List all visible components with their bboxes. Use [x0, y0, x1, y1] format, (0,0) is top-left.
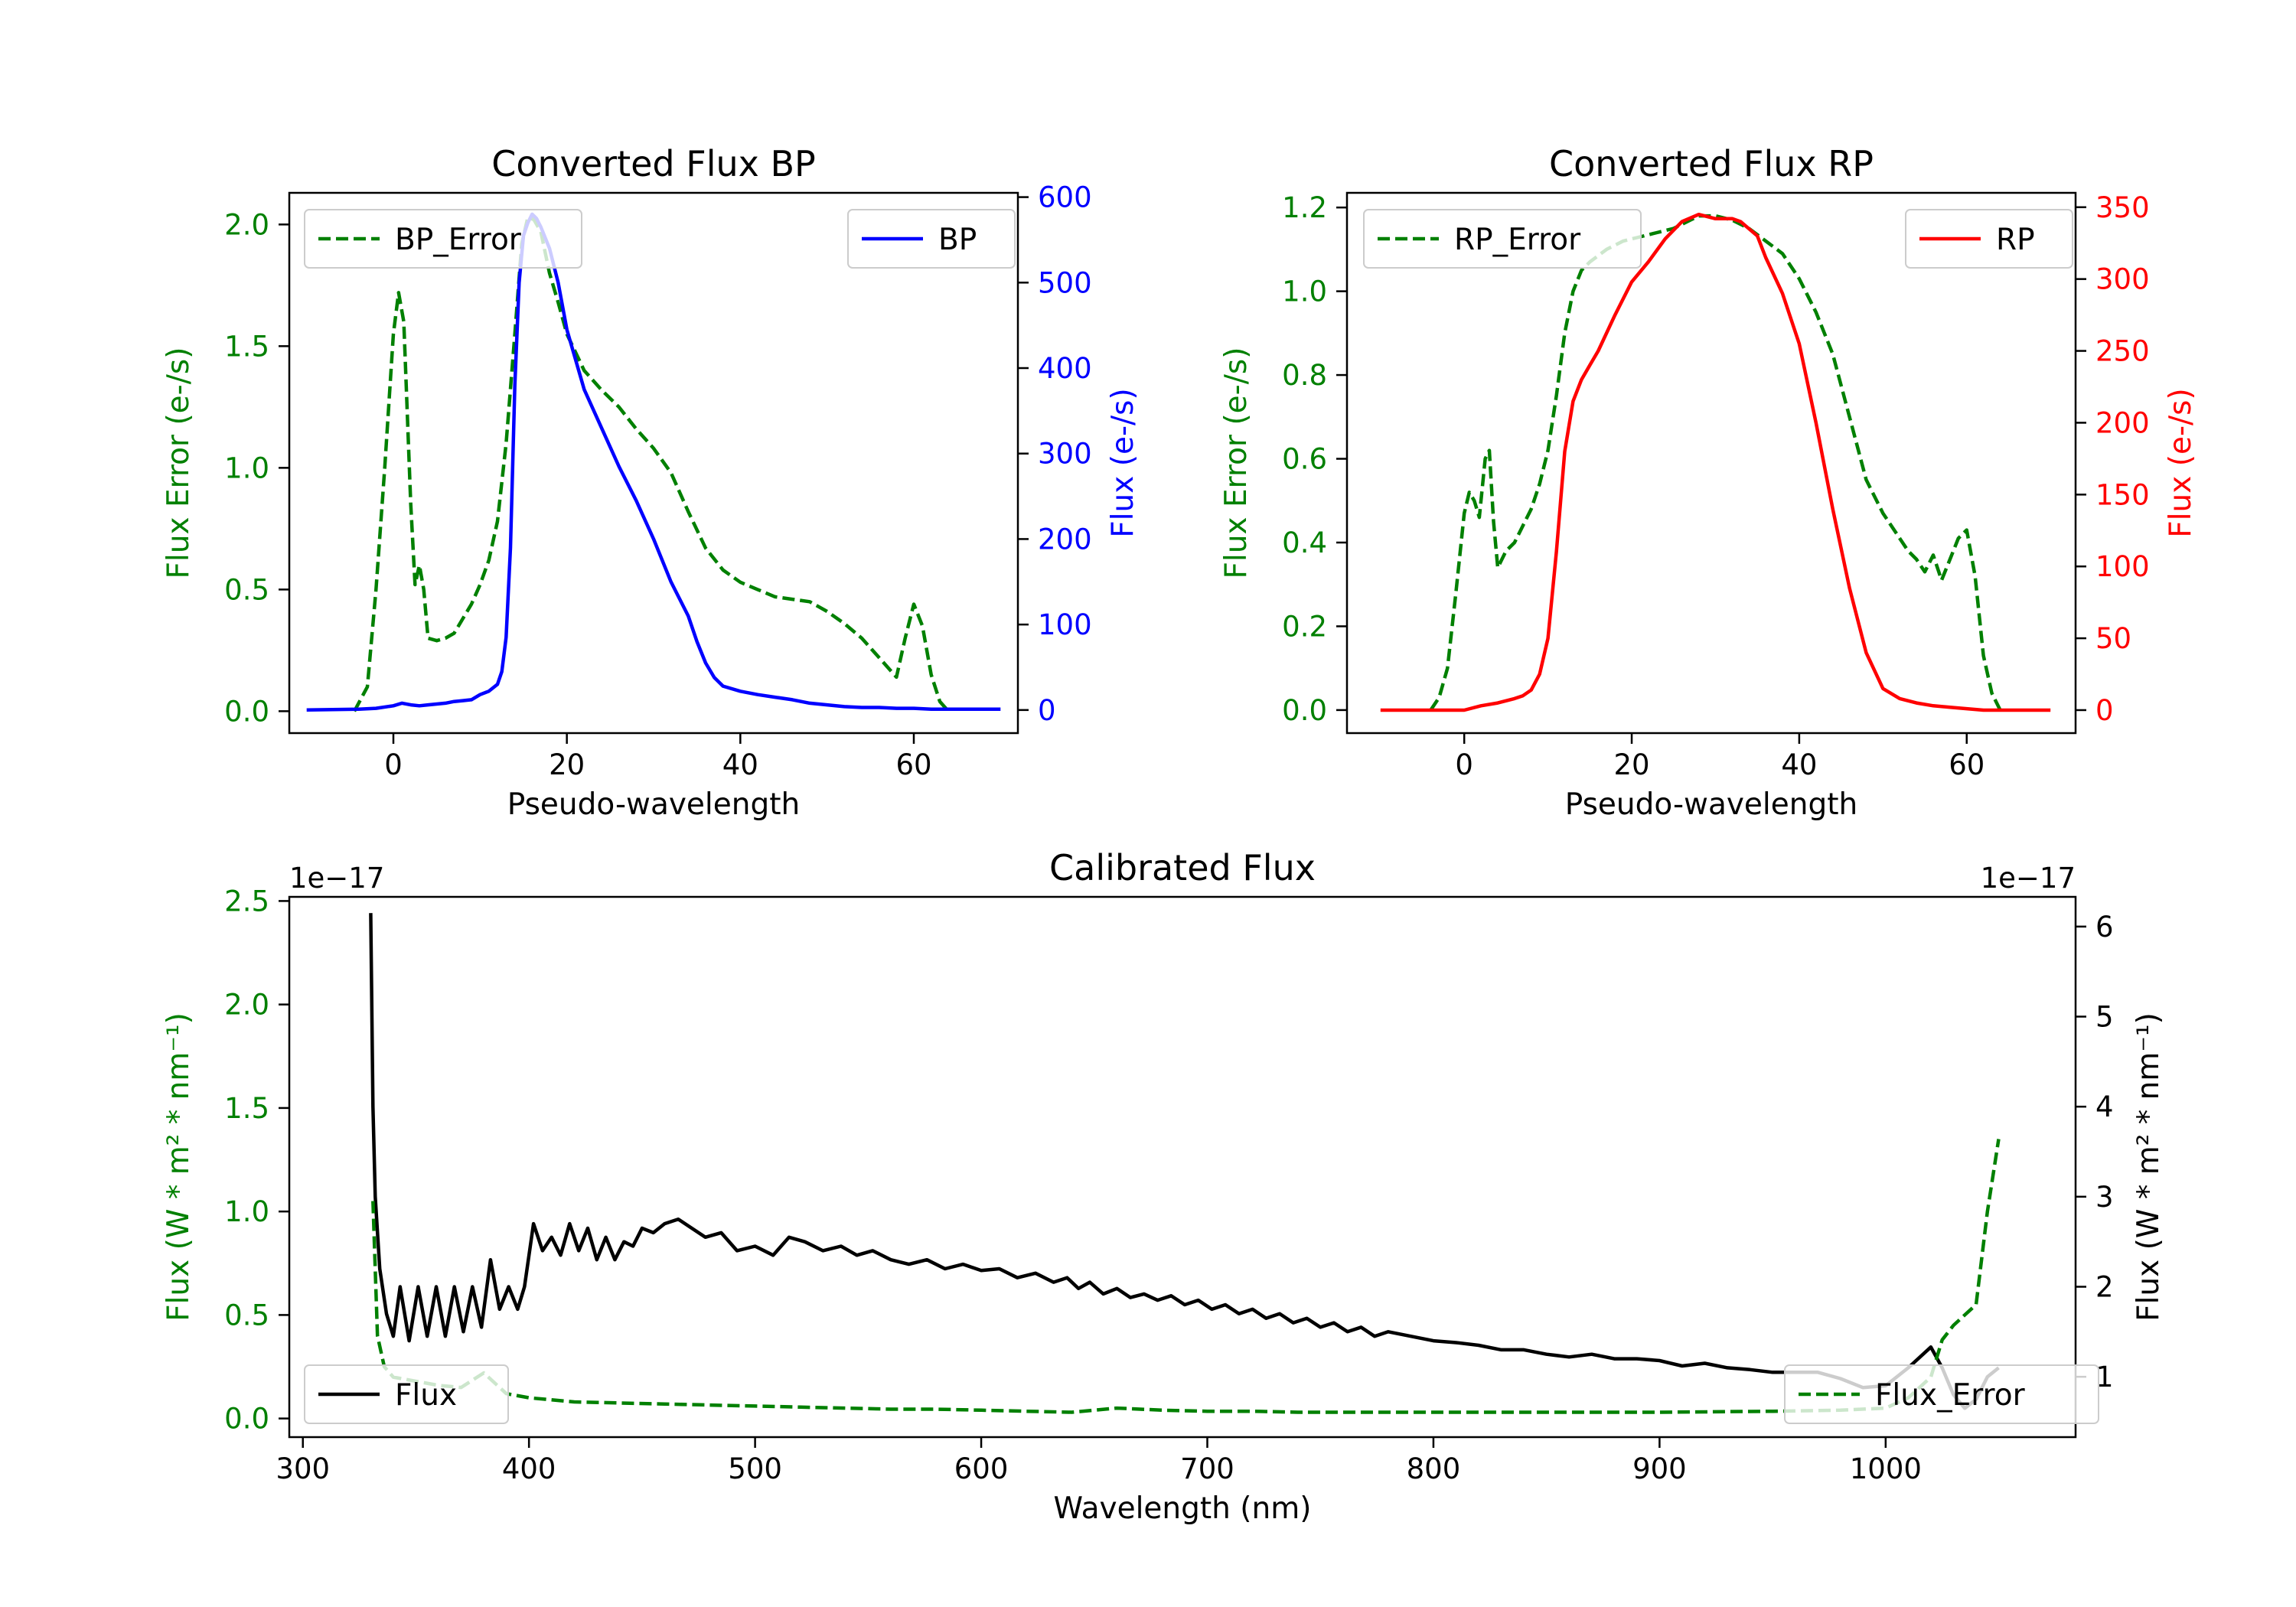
series-line-rp	[1380, 212, 2051, 712]
axes-frame-calibrated	[288, 895, 2077, 1439]
y-right-tick-label: 0	[2095, 694, 2114, 727]
y-right-tick-label: 200	[2095, 406, 2150, 439]
y-left-tick-label: 2.5	[224, 885, 269, 918]
y-right-axis-label: Flux (e-/s)	[2164, 388, 2198, 537]
y-left-tick-label: 0.5	[224, 573, 269, 606]
y-left-tick-label: 1.0	[224, 451, 269, 484]
legend-bp-flux-label: BP	[938, 223, 977, 257]
y-right-tick-label: 250	[2095, 335, 2150, 368]
y-right-tick-label: 5	[2095, 1000, 2114, 1033]
y-left-tick-label: 0.8	[1282, 359, 1327, 392]
legend-rp-error-label: RP_Error	[1454, 223, 1581, 257]
y-left-tick-label: 1.2	[1282, 191, 1327, 224]
legend-rp-error-box	[1363, 209, 1642, 269]
y-right-tick-label: 300	[2095, 263, 2150, 296]
y-left-tick-label: 0.4	[1282, 526, 1327, 559]
y-right-tick-label: 600	[1038, 181, 1092, 214]
legend-flux-error-box	[1784, 1364, 2099, 1424]
x-tick-label: 20	[549, 748, 585, 781]
x-tick-label: 300	[276, 1452, 330, 1485]
y-left-tick-label: 0.0	[1282, 694, 1327, 727]
x-tick-label: 800	[1407, 1452, 1461, 1485]
series-line-bp-error	[353, 215, 950, 712]
y-right-tick-label: 1	[2095, 1361, 2114, 1393]
x-axis-label: Wavelength (nm)	[1054, 1491, 1312, 1526]
y-right-tick-label: 200	[1038, 523, 1092, 556]
y-right-tick-label: 300	[1038, 438, 1092, 471]
y-right-tick-label: 2	[2095, 1270, 2114, 1303]
y-left-tick-label: 2.0	[224, 989, 269, 1022]
x-tick-label: 600	[954, 1452, 1009, 1485]
legend-flux-label: Flux	[395, 1378, 457, 1413]
x-tick-label: 0	[384, 748, 403, 781]
y-right-tick-label: 350	[2095, 191, 2150, 224]
x-tick-label: 60	[895, 748, 931, 781]
y-right-tick-label: 50	[2095, 622, 2131, 655]
subplot-calibrated: 300 400 500 600 700 800 900 1000 0.0 0.5 1.0 1.5 2.0…	[161, 847, 2166, 1526]
y-right-offset-text: 1e−17	[1981, 862, 2076, 895]
y-left-tick-label: 1.5	[224, 330, 269, 363]
legend-flux-box	[304, 1364, 509, 1424]
series-line-rp-error	[1429, 214, 2002, 712]
y-right-tick-label: 100	[2095, 550, 2150, 583]
x-tick-label: 1000	[1850, 1452, 1922, 1485]
axes-frame-bp	[288, 191, 1019, 735]
y-left-axis-label: Flux Error (e-/s)	[161, 347, 196, 579]
y-left-tick-label: 1.5	[224, 1092, 269, 1125]
y-left-tick-label: 0.2	[1282, 610, 1327, 643]
x-tick-label: 500	[728, 1452, 782, 1485]
y-right-tick-label: 4	[2095, 1090, 2114, 1123]
legend-flux-error-label: Flux_Error	[1875, 1378, 2026, 1413]
subplot-rp: 0 20 40 60 0.0 0.2 0.4 0.6 0.8 1.0 1.2 0 50 100 150 200…	[1219, 143, 2198, 822]
y-right-tick-label: 150	[2095, 478, 2150, 511]
x-tick-label: 60	[1949, 748, 1985, 781]
legend-rp-flux-label: RP	[1996, 223, 2035, 257]
y-right-tick-label: 100	[1038, 608, 1092, 641]
x-tick-label: 700	[1180, 1452, 1234, 1485]
y-left-axis-label: Flux Error (e-/s)	[1219, 347, 1254, 579]
y-left-offset-text: 1e−17	[289, 862, 384, 895]
y-right-tick-label: 0	[1038, 694, 1056, 727]
subplot-bp: 0 20 40 60 0.0 0.5 1.0 1.5 2.0 0 100 200 300 400 500 60…	[161, 143, 1140, 822]
x-tick-label: 400	[502, 1452, 556, 1485]
y-left-tick-label: 0.5	[224, 1299, 269, 1332]
y-right-tick-label: 3	[2095, 1181, 2114, 1214]
legend-bp-flux-box	[847, 209, 1016, 269]
legend-bp-error-label: BP_Error	[395, 223, 522, 257]
y-left-tick-label: 0.6	[1282, 443, 1327, 476]
y-right-tick-label: 400	[1038, 352, 1092, 385]
series-line-flux	[369, 913, 2000, 1410]
y-left-tick-label: 2.0	[224, 208, 269, 241]
legend-rp-flux-box	[1905, 209, 2073, 269]
y-left-tick-label: 1.0	[1282, 275, 1327, 308]
x-axis-label: Pseudo-wavelength	[507, 787, 800, 822]
y-right-axis-label: Flux (W * m² * nm⁻¹)	[2131, 1012, 2166, 1322]
x-tick-label: 40	[1781, 748, 1817, 781]
x-axis-label: Pseudo-wavelength	[1565, 787, 1857, 822]
series-line-bp	[306, 212, 1001, 712]
chart-title: Converted Flux RP	[1549, 143, 1874, 184]
x-tick-label: 40	[722, 748, 758, 781]
y-right-tick-label: 500	[1038, 266, 1092, 299]
chart-title: Converted Flux BP	[491, 143, 816, 184]
x-tick-label: 0	[1455, 748, 1473, 781]
y-left-tick-label: 1.0	[224, 1195, 269, 1228]
x-tick-label: 20	[1613, 748, 1649, 781]
chart-title: Calibrated Flux	[1049, 847, 1316, 888]
y-right-axis-label: Flux (e-/s)	[1106, 388, 1140, 537]
x-tick-label: 900	[1632, 1452, 1687, 1485]
y-left-tick-label: 0.0	[224, 1403, 269, 1436]
y-left-tick-label: 0.0	[224, 695, 269, 728]
y-right-tick-label: 6	[2095, 911, 2114, 944]
legend-bp-error-box	[304, 209, 582, 269]
y-left-axis-label: Flux (W * m² * nm⁻¹)	[161, 1012, 196, 1322]
axes-frame-rp	[1345, 191, 2077, 735]
